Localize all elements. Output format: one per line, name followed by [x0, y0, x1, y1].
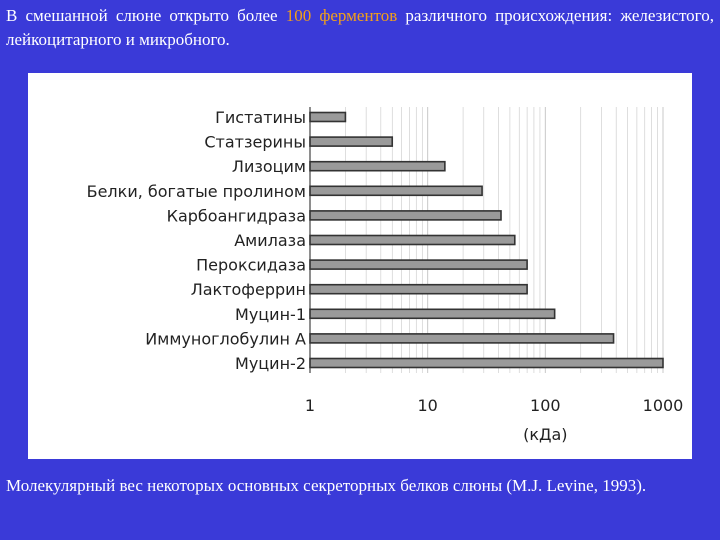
bar: [309, 136, 394, 147]
slide-heading: В смешанной слюне открыто более 100 ферм…: [6, 4, 714, 52]
bar: [309, 357, 664, 369]
bar: [309, 160, 446, 172]
x-tick-label: 100: [530, 396, 561, 415]
category-label: Белки, богатые пролином: [87, 182, 306, 201]
heading-text-end: различного происхождения: железистого, л…: [6, 6, 714, 49]
category-label: Лизоцим: [232, 157, 306, 176]
slide-caption: Молекулярный вес некоторых основных секр…: [6, 476, 647, 495]
category-label: Пероксидаза: [196, 256, 306, 275]
category-label: Муцин-1: [235, 305, 306, 324]
bar: [309, 111, 347, 123]
x-tick-label: 1: [305, 396, 315, 415]
x-tick-label: 1000: [643, 396, 684, 415]
bar: [309, 308, 556, 320]
bar: [309, 283, 528, 295]
chart-panel: Гистатины Статзерины Лизоцим Белки, богатые…: [28, 73, 692, 459]
bar: [309, 234, 516, 246]
category-label: Карбоангидраза: [167, 206, 306, 225]
bar: [309, 210, 502, 221]
x-tick-label: 10: [417, 396, 437, 415]
category-label: Гистатины: [215, 108, 306, 127]
heading-text-start: В смешанной слюне открыто более: [6, 6, 286, 25]
bar: [309, 333, 615, 344]
bar: [309, 185, 483, 197]
category-label: Амилаза: [234, 231, 306, 250]
x-axis-title: (кДа): [523, 425, 567, 444]
category-label: Иммуноглобулин А: [145, 329, 306, 348]
category-label: Муцин-2: [235, 354, 306, 373]
category-labels: Гистатины Статзерины Лизоцим Белки, богатые…: [87, 108, 306, 373]
bar: [309, 259, 528, 270]
category-label: Статзерины: [204, 133, 306, 152]
category-label: Лактоферрин: [191, 280, 306, 299]
heading-accent-text: 100 ферментов: [285, 6, 398, 25]
x-tick-labels: 1 10 100 1000: [305, 396, 683, 415]
bars: [309, 111, 664, 369]
bar-chart: Гистатины Статзерины Лизоцим Белки, богатые…: [87, 107, 683, 444]
